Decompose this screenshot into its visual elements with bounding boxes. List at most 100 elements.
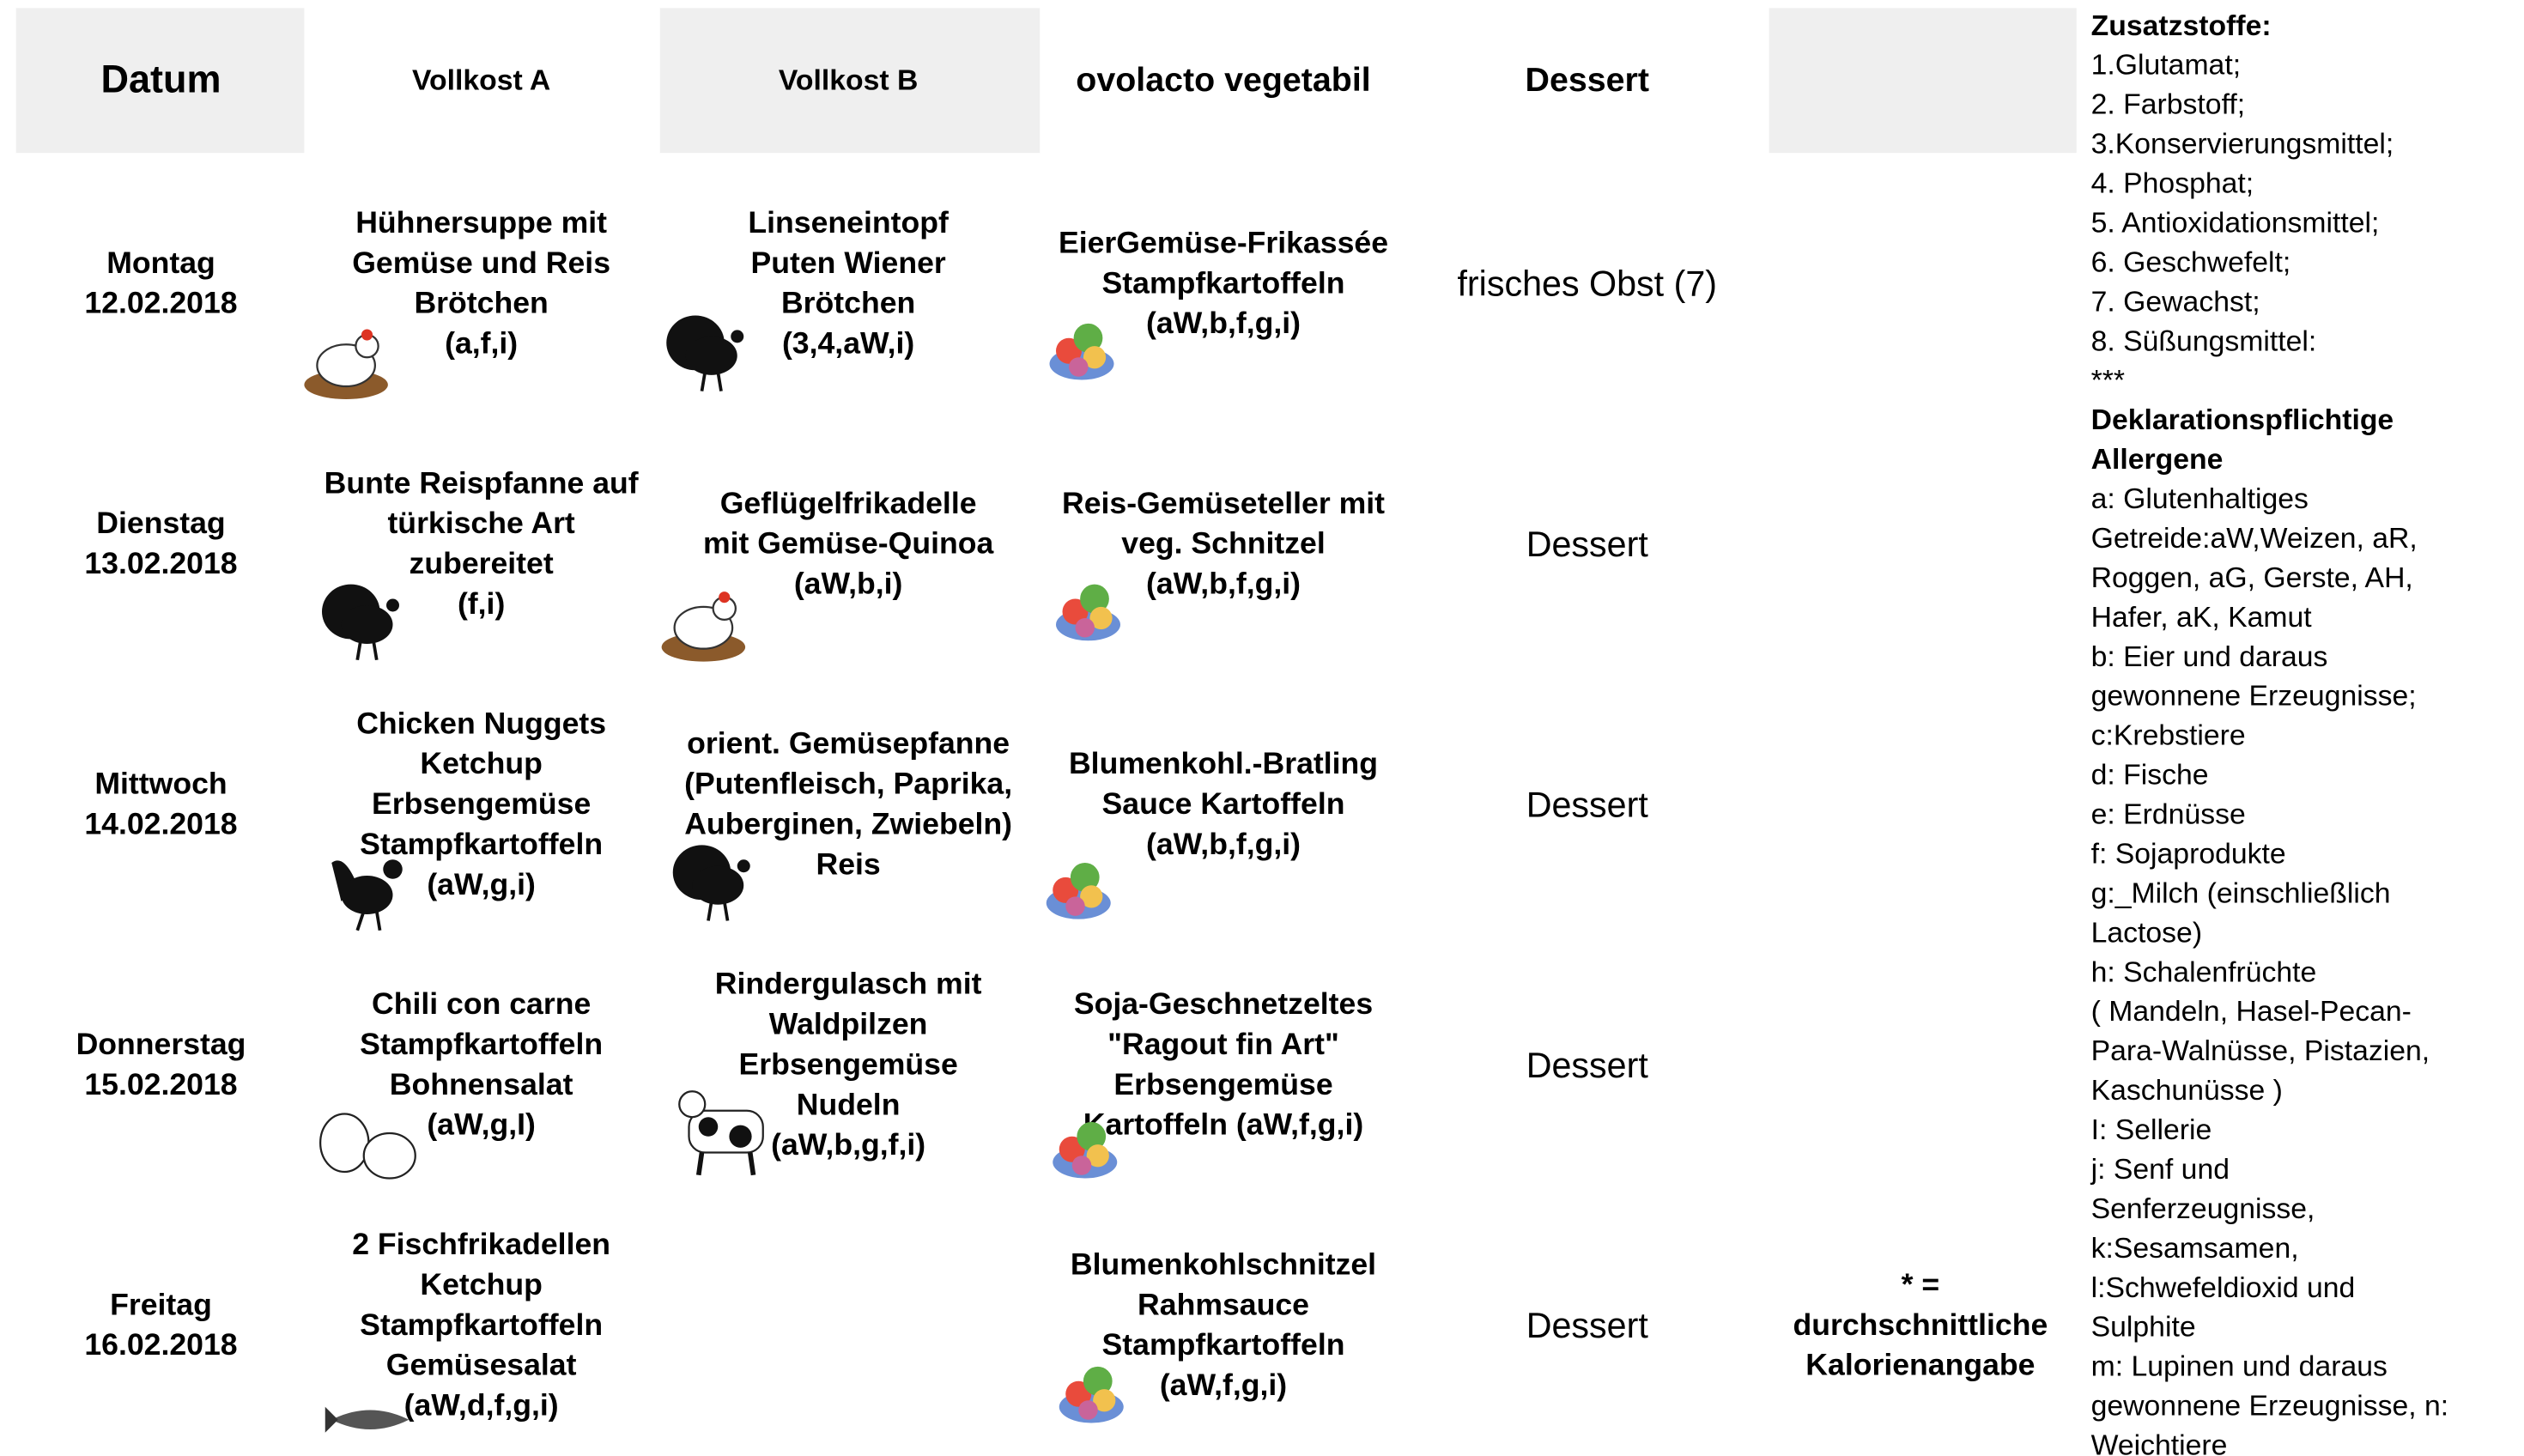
dish-a-line: türkische Art bbox=[387, 506, 574, 540]
dish-b-line: Auberginen, Zwiebeln) bbox=[684, 806, 1012, 840]
legend-line: 8. Süßungsmittel: bbox=[2091, 325, 2317, 357]
legend-line: Sulphite bbox=[2091, 1311, 2196, 1344]
hen-comb bbox=[719, 592, 731, 604]
legend-line: Para-Walnüsse, Pistazien, bbox=[2091, 1034, 2430, 1067]
veg-4 bbox=[1069, 357, 1089, 377]
dessert: Dessert bbox=[1526, 1046, 1649, 1085]
turkey-icon bbox=[322, 584, 399, 661]
cow-spot bbox=[729, 1125, 752, 1148]
legend-title: Allergene bbox=[2091, 443, 2224, 476]
legend-line: 7. Gewachst; bbox=[2091, 285, 2260, 318]
column-header: Datum bbox=[100, 58, 221, 101]
hen-comb bbox=[361, 329, 373, 341]
legend-line: j: Senf und bbox=[2090, 1153, 2230, 1186]
dish-b-line: Geflügelfrikadelle bbox=[720, 486, 977, 520]
legend-line: Hafer, aK, Kamut bbox=[2091, 601, 2313, 634]
dish-a-line: Brötchen bbox=[414, 286, 548, 320]
legend-title: Zusatzstoffe: bbox=[2091, 9, 2272, 42]
dish-b-line: Puten Wiener bbox=[751, 246, 946, 280]
dish-b-line: Waldpilzen bbox=[769, 1007, 928, 1041]
legend-line: I: Sellerie bbox=[2091, 1113, 2212, 1146]
date: 15.02.2018 bbox=[84, 1067, 237, 1101]
legend-line: gewonnene Erzeugnisse; bbox=[2091, 680, 2417, 713]
dish-veg-line: Rahmsauce bbox=[1138, 1287, 1309, 1321]
dish-a-line: Ketchup bbox=[420, 746, 542, 780]
date: 12.02.2018 bbox=[84, 286, 237, 320]
turkey-head bbox=[737, 859, 750, 873]
dish-b-line: (aW,b,g,f,i) bbox=[771, 1127, 925, 1162]
day: Dienstag bbox=[96, 506, 225, 540]
dish-a-line: Ketchup bbox=[420, 1267, 542, 1301]
dish-veg-line: Sauce Kartoffeln bbox=[1102, 786, 1345, 821]
legend-line: Weichtiere bbox=[2091, 1429, 2228, 1456]
dish-b-line: orient. Gemüsepfanne bbox=[687, 726, 1010, 761]
dish-veg-line: "Ragout fin Art" bbox=[1107, 1027, 1339, 1061]
dish-veg-line: (aW,b,f,g,i) bbox=[1146, 567, 1301, 601]
turkey-body bbox=[692, 865, 744, 905]
veg-2 bbox=[1080, 584, 1109, 614]
dish-a-line: (aW,g,i) bbox=[427, 867, 536, 901]
turkey-legs bbox=[700, 371, 723, 391]
legend-line: Senferzeugnisse, bbox=[2091, 1192, 2315, 1225]
dish-b-line: mit Gemüse-Quinoa bbox=[703, 526, 995, 561]
dish-veg-line: Stampfkartoffeln bbox=[1102, 265, 1345, 300]
legend-line: 4. Phosphat; bbox=[2091, 167, 2254, 200]
dish-veg-line: veg. Schnitzel bbox=[1121, 526, 1325, 561]
legend-line: Roggen, aG, Gerste, AH, bbox=[2091, 561, 2413, 594]
column-header: Vollkost B bbox=[779, 64, 919, 97]
veg-4 bbox=[1078, 1400, 1098, 1420]
dish-veg-line: Reis-Gemüseteller mit bbox=[1062, 486, 1385, 520]
dish-a-line: Chicken Nuggets bbox=[356, 706, 606, 740]
turkey-icon bbox=[666, 315, 744, 391]
vegetable-icon bbox=[1056, 584, 1120, 641]
dish-a-line: (aW,g,I) bbox=[427, 1107, 536, 1142]
cow-face bbox=[319, 1113, 370, 1174]
dish-a-line: Gemüse und Reis bbox=[352, 246, 610, 280]
day: Donnerstag bbox=[76, 1027, 246, 1061]
veg-3 bbox=[1093, 1389, 1116, 1412]
dish-b-line: Nudeln bbox=[797, 1087, 901, 1121]
legend-line: 2. Farbstoff; bbox=[2091, 88, 2245, 121]
legend-line: 3.Konservierungsmittel; bbox=[2091, 128, 2394, 161]
cow-legs bbox=[695, 1152, 756, 1176]
dish-veg-line: EierGemüse-Frikassée bbox=[1059, 225, 1388, 259]
legend-line: Lactose) bbox=[2091, 916, 2202, 949]
dish-b-line: Reis bbox=[816, 846, 881, 881]
legend-line: e: Erdnüsse bbox=[2091, 798, 2246, 831]
veg-2 bbox=[1083, 1366, 1113, 1396]
veg-2 bbox=[1070, 863, 1100, 892]
dessert: Dessert bbox=[1526, 525, 1649, 564]
day: Mittwoch bbox=[94, 767, 227, 801]
header-cell-bg bbox=[659, 8, 1041, 154]
dish-a-line: Gemüsesalat bbox=[386, 1348, 577, 1382]
day: Freitag bbox=[110, 1287, 212, 1321]
legend-line: g:_Milch (einschließlich bbox=[2091, 877, 2391, 909]
legend-line: b: Eier und daraus bbox=[2091, 640, 2328, 673]
calorie-note: durchschnittliche bbox=[1793, 1307, 2048, 1342]
dish-veg-line: Kartoffeln (aW,f,g,i) bbox=[1083, 1107, 1363, 1142]
dessert: frisches Obst (7) bbox=[1457, 264, 1717, 304]
vegetable-icon bbox=[1053, 1121, 1118, 1179]
vegetable-icon bbox=[1059, 1366, 1124, 1423]
legend-line: d: Fische bbox=[2091, 759, 2209, 792]
legend-line: m: Lupinen und daraus bbox=[2091, 1350, 2387, 1383]
dish-veg-line: (aW,f,g,i) bbox=[1160, 1368, 1287, 1402]
legend-title: Deklarationspflichtige bbox=[2091, 403, 2394, 436]
dish-veg-line: (aW,b,f,g,i) bbox=[1146, 306, 1301, 340]
day: Montag bbox=[106, 246, 215, 280]
dish-veg-line: Erbsengemüse bbox=[1113, 1067, 1332, 1101]
sheep-face bbox=[362, 1131, 416, 1180]
fish-tail bbox=[325, 1406, 338, 1433]
veg-2 bbox=[1077, 1121, 1107, 1151]
dessert: Dessert bbox=[1526, 1306, 1649, 1345]
turkey-legs bbox=[707, 901, 730, 921]
cow-icon bbox=[678, 1090, 764, 1176]
dish-a-line: Stampfkartoffeln bbox=[360, 1307, 603, 1342]
dish-a-line: (f,i) bbox=[458, 586, 505, 621]
legend-line: a: Glutenhaltiges bbox=[2091, 482, 2309, 515]
dish-b-line: (3,4,aW,i) bbox=[782, 326, 914, 361]
legend-line: h: Schalenfrüchte bbox=[2091, 956, 2317, 988]
rooster-body bbox=[341, 876, 393, 914]
legend-line: c:Krebstiere bbox=[2091, 719, 2246, 752]
